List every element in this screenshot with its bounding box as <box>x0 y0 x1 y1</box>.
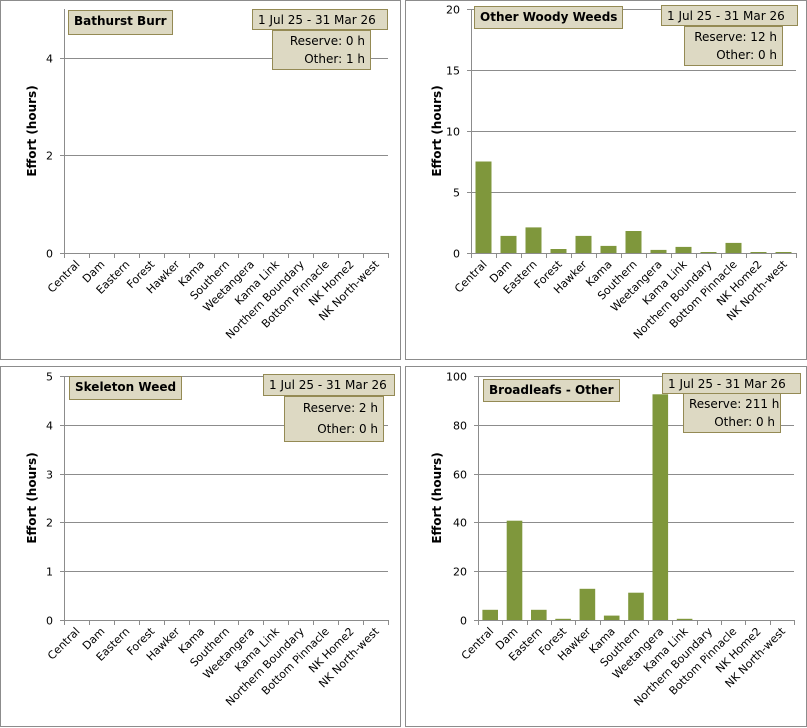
x-category-label: Central <box>452 258 490 296</box>
bar-eastern <box>531 609 547 620</box>
y-tick-label: 15 <box>446 65 460 78</box>
bar-dam <box>500 235 517 253</box>
bar-kama <box>600 245 617 253</box>
y-axis-title: Effort (hours) <box>25 452 39 543</box>
reserve-total: Reserve: 0 h <box>289 34 365 48</box>
chart-title: Broadleafs - Other <box>483 379 620 402</box>
y-tick-label: 20 <box>446 4 460 17</box>
chart-plot: 024CentralDamEasternForestHawkerKamaSout… <box>25 9 389 342</box>
y-tick-label: 4 <box>46 420 53 433</box>
date-range-box: 1 Jul 25 - 31 Mar 26 <box>661 5 798 26</box>
y-tick-label: 2 <box>46 150 53 163</box>
y-tick-label: 3 <box>46 469 53 482</box>
chart-panel-other-woody-weeds: 0 5 10 15 20 Central Dam Eastern Forest Hawker Kam… <box>405 0 807 360</box>
bar-central <box>475 161 492 253</box>
x-category-label: Central <box>45 625 83 663</box>
bar-southern <box>628 592 644 620</box>
bar-kama-link <box>676 618 693 620</box>
bar-southern <box>625 231 642 253</box>
chart-panel-broadleafs-other: 0 20 40 60 80 100 Central Dam Eastern Forest Hawke… <box>405 366 807 727</box>
y-tick-label: 20 <box>453 566 467 579</box>
date-range-box: 1 Jul 25 - 31 Mar 26 <box>252 9 388 30</box>
chart-plot: 05101520CentralDamEasternForestHawkerKam… <box>430 4 797 342</box>
bar-central <box>482 609 498 620</box>
chart-plot: 012345CentralDamEasternForestHawkerKamaS… <box>25 371 389 709</box>
summary-box: Reserve: 12 h Other: 0 h <box>684 26 783 66</box>
other-total: Other: 0 h <box>714 415 775 429</box>
x-category-label: Central <box>459 625 497 663</box>
bar-kama <box>603 615 620 620</box>
bar-nk-north-west <box>775 252 792 253</box>
y-tick-label: 5 <box>46 371 53 384</box>
bar-weetangera <box>650 249 667 253</box>
y-tick-label: 4 <box>46 53 53 66</box>
y-tick-label: 5 <box>453 187 460 200</box>
y-tick-label: 1 <box>46 566 53 579</box>
y-tick-label: 60 <box>453 469 467 482</box>
x-category-label: Central <box>45 258 83 296</box>
bar-weetangera <box>652 394 669 620</box>
y-tick-label: 10 <box>446 126 460 139</box>
other-total: Other: 0 h <box>317 422 378 436</box>
chart-panel-bathurst-burr: 0 2 4 Central Dam Eastern Forest Hawker Kama Sout… <box>0 0 401 360</box>
y-tick-label: 100 <box>446 371 467 384</box>
chart-title: Bathurst Burr <box>68 10 173 35</box>
chart-plot: 020406080100CentralDamEasternForestHawke… <box>430 371 795 709</box>
other-total: Other: 0 h <box>716 48 777 62</box>
y-tick-label: 0 <box>46 248 53 261</box>
y-tick-label: 2 <box>46 517 53 530</box>
bar-forest <box>550 249 567 253</box>
y-tick-label: 0 <box>453 248 460 261</box>
chart-title: Other Woody Weeds <box>474 6 624 29</box>
bar-eastern <box>525 227 542 253</box>
y-tick-label: 0 <box>46 615 53 628</box>
bar-northern-boundary <box>700 252 717 253</box>
y-axis-title: Effort (hours) <box>25 85 39 176</box>
bar-kama-link <box>675 246 692 253</box>
bar-hawker <box>575 235 592 253</box>
reserve-total: Reserve: 12 h <box>694 30 777 44</box>
y-tick-label: 80 <box>453 420 467 433</box>
summary-box: Reserve: 211 h Other: 0 h <box>683 393 781 433</box>
date-range-box: 1 Jul 25 - 31 Mar 26 <box>662 373 801 394</box>
y-tick-label: 40 <box>453 517 467 530</box>
bar-hawker <box>579 588 596 620</box>
bar-bottom-pinnacle <box>725 242 742 253</box>
chart-title: Skeleton Weed <box>69 376 183 400</box>
summary-box: Reserve: 2 h Other: 0 h <box>284 396 384 442</box>
bar-nk-home2 <box>750 252 767 253</box>
bar-dam <box>506 520 523 620</box>
other-total: Other: 1 h <box>304 52 365 66</box>
date-range-box: 1 Jul 25 - 31 Mar 26 <box>263 374 395 396</box>
summary-box: Reserve: 0 h Other: 1 h <box>272 30 371 70</box>
y-axis-title: Effort (hours) <box>430 85 444 176</box>
reserve-total: Reserve: 2 h <box>302 401 378 415</box>
y-tick-label: 0 <box>460 615 467 628</box>
y-axis-title: Effort (hours) <box>430 452 444 543</box>
bar-forest <box>555 618 571 620</box>
reserve-total: Reserve: 211 h <box>689 397 780 411</box>
chart-panel-skeleton-weed: 0 1 2 3 4 5 Central Dam Eastern Forest Hawker Kama S… <box>0 366 401 727</box>
